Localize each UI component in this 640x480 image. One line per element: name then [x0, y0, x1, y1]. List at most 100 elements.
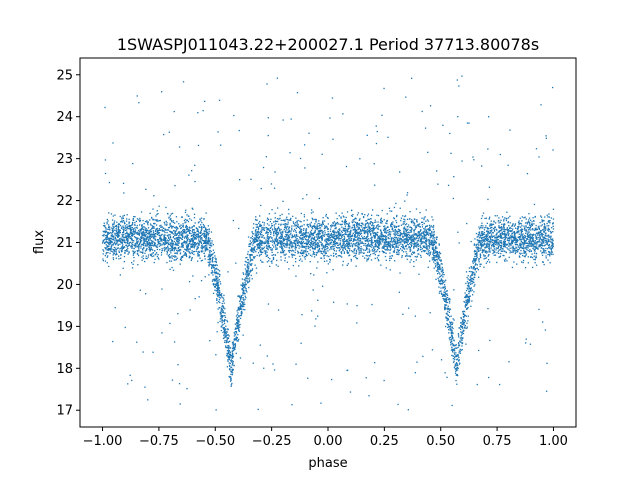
- data-point: [152, 226, 154, 228]
- data-point: [432, 235, 434, 237]
- data-point: [136, 233, 139, 235]
- data-point: [273, 187, 276, 189]
- data-point: [412, 239, 415, 242]
- data-point: [266, 228, 268, 231]
- data-point: [503, 243, 506, 245]
- data-point: [149, 229, 151, 232]
- data-point: [498, 222, 500, 224]
- data-point: [224, 332, 226, 334]
- data-point: [439, 268, 441, 271]
- data-point: [467, 301, 470, 303]
- data-point: [405, 232, 407, 234]
- data-point: [260, 231, 262, 233]
- data-point: [499, 256, 501, 258]
- data-point: [160, 252, 163, 254]
- data-point: [333, 221, 335, 223]
- data-point: [291, 256, 293, 258]
- data-point: [431, 248, 434, 250]
- data-point: [349, 236, 352, 238]
- data-point: [391, 210, 393, 212]
- data-point: [325, 213, 327, 216]
- data-point: [216, 268, 218, 270]
- data-point: [423, 250, 425, 253]
- data-point: [454, 356, 456, 359]
- data-point: [510, 239, 513, 241]
- data-point: [543, 223, 545, 225]
- data-point: [209, 263, 211, 266]
- data-point: [552, 208, 555, 210]
- data-point: [520, 230, 522, 233]
- data-point: [294, 245, 297, 247]
- data-point: [533, 249, 536, 252]
- data-point: [540, 244, 542, 246]
- data-point: [436, 269, 439, 271]
- data-point: [323, 251, 325, 253]
- data-point: [338, 239, 340, 241]
- data-point: [193, 217, 196, 219]
- data-point: [265, 253, 267, 255]
- data-point: [166, 239, 168, 241]
- data-point: [134, 229, 137, 231]
- data-point: [306, 245, 308, 248]
- data-point: [335, 223, 337, 225]
- data-point: [168, 236, 170, 238]
- data-point: [382, 234, 384, 237]
- data-point: [324, 225, 326, 227]
- data-point: [153, 195, 155, 197]
- data-point: [371, 214, 373, 216]
- data-point: [179, 259, 181, 261]
- data-point: [376, 234, 378, 236]
- data-point: [214, 271, 216, 273]
- data-point: [346, 369, 348, 372]
- data-point: [385, 249, 388, 251]
- data-point: [374, 184, 376, 186]
- data-point: [411, 251, 414, 253]
- data-point: [527, 262, 529, 264]
- data-point: [428, 255, 430, 257]
- data-point: [403, 232, 405, 234]
- data-point: [142, 251, 144, 253]
- data-point: [226, 366, 228, 368]
- data-point: [341, 231, 343, 234]
- data-point: [301, 239, 303, 241]
- data-point: [502, 233, 504, 235]
- data-point: [220, 329, 223, 332]
- data-point: [525, 230, 527, 232]
- data-point: [251, 235, 254, 237]
- data-point: [416, 240, 418, 242]
- data-point: [261, 248, 263, 250]
- data-point: [317, 230, 319, 232]
- data-point: [105, 240, 107, 242]
- data-point: [308, 132, 310, 134]
- data-point: [318, 230, 320, 232]
- data-point: [402, 244, 404, 246]
- data-point: [158, 232, 161, 234]
- data-point: [381, 231, 383, 234]
- data-point: [473, 251, 476, 253]
- data-point: [523, 227, 526, 229]
- data-point: [476, 247, 478, 249]
- data-point: [504, 232, 506, 235]
- data-point: [459, 341, 461, 343]
- data-point: [132, 219, 134, 221]
- data-point: [186, 388, 188, 390]
- data-point: [257, 235, 259, 237]
- data-point: [168, 253, 171, 256]
- data-point: [114, 233, 116, 235]
- data-point: [488, 186, 491, 188]
- data-point: [535, 227, 537, 229]
- data-point: [102, 242, 104, 244]
- data-point: [499, 221, 501, 223]
- data-point: [380, 217, 382, 219]
- data-point: [180, 249, 182, 251]
- data-point: [468, 296, 470, 298]
- data-point: [489, 240, 491, 242]
- data-point: [241, 301, 243, 304]
- data-point: [255, 267, 258, 269]
- data-point: [304, 167, 306, 169]
- data-point: [406, 218, 409, 220]
- data-point: [311, 255, 313, 257]
- data-point: [203, 226, 206, 228]
- data-point: [473, 243, 476, 245]
- data-point: [215, 284, 217, 287]
